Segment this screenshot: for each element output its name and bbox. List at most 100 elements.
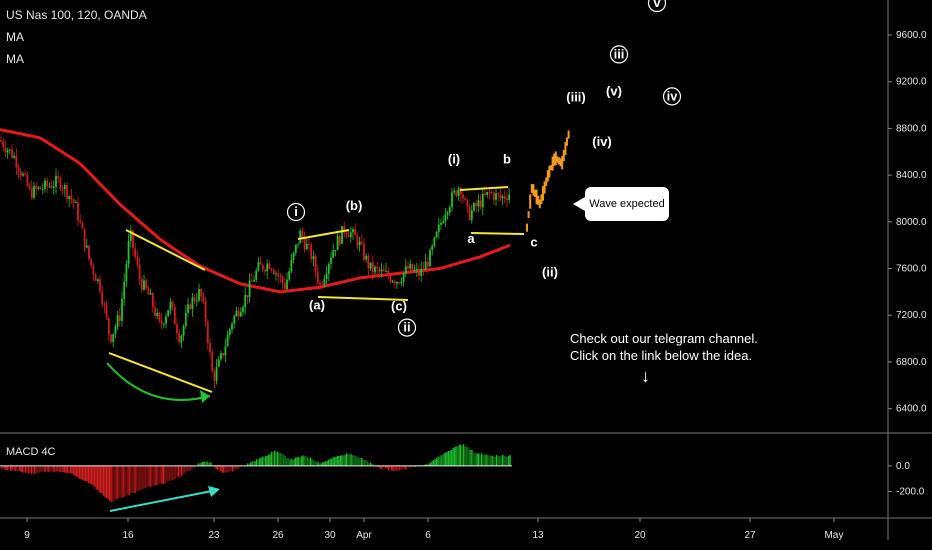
trendline <box>108 352 213 393</box>
candle-body <box>57 175 60 179</box>
candle-body <box>360 241 363 244</box>
candle-body <box>358 241 361 246</box>
candle-body <box>121 298 123 322</box>
macd-bar <box>425 464 427 466</box>
candle-body <box>200 288 203 297</box>
candle-body <box>167 310 170 317</box>
macd-bar <box>262 456 264 466</box>
candle-body <box>261 264 264 270</box>
macd-bar <box>182 465 184 475</box>
candle-body <box>151 293 154 308</box>
candle-body <box>325 273 328 279</box>
macd-bar <box>118 465 120 499</box>
macd-bar <box>74 465 76 476</box>
macd-bar <box>7 465 9 471</box>
macd-bar <box>458 445 460 466</box>
candle-body <box>217 359 220 367</box>
macd-bar <box>317 461 319 466</box>
candle-body <box>41 188 44 190</box>
candle-body <box>481 193 484 208</box>
macd-bar <box>145 465 147 489</box>
candle-body <box>6 150 9 153</box>
macd-title: MACD 4C <box>6 446 56 458</box>
candle-body <box>426 261 429 267</box>
candle-body <box>138 264 141 280</box>
candle-body <box>398 282 401 284</box>
macd-bar <box>428 463 430 466</box>
wave-label: a <box>467 231 475 246</box>
macd-bar <box>164 465 166 484</box>
macd-bar <box>500 456 502 466</box>
macd-bar <box>508 456 510 466</box>
macd-bar <box>353 455 355 466</box>
macd-bar <box>308 458 310 466</box>
macd-bar <box>379 465 381 468</box>
candle-body <box>459 188 462 195</box>
candle-body <box>371 262 374 273</box>
macd-bar <box>49 465 51 472</box>
candle-body <box>376 266 379 269</box>
macd-bar <box>388 465 390 471</box>
macd-bar <box>446 452 448 466</box>
candle-body <box>204 301 207 323</box>
candle-body <box>492 192 495 200</box>
macd-bar <box>194 465 196 468</box>
macd-bar <box>463 444 465 466</box>
macd-bar <box>386 465 388 469</box>
macd-bar <box>338 455 340 466</box>
macd-bar <box>247 463 249 466</box>
macd-bar <box>239 465 241 467</box>
candle-body <box>237 310 240 317</box>
macd-bar <box>397 465 399 471</box>
macd-bar <box>59 465 61 473</box>
macd-bar <box>343 455 345 466</box>
macd-bar <box>47 465 49 473</box>
candle-body <box>466 199 469 208</box>
macd-bar <box>305 456 307 466</box>
y-tick-label: 6800.0 <box>896 357 927 368</box>
macd-bar <box>80 465 82 479</box>
candle-body <box>418 268 420 276</box>
macd-bar <box>439 456 441 466</box>
candle-body <box>81 222 84 229</box>
candle-body <box>37 187 40 189</box>
wave-circle <box>286 202 306 222</box>
x-tick-label: 9 <box>24 530 30 541</box>
macd-bar <box>46 465 48 471</box>
candle-body <box>187 304 189 313</box>
candle-body <box>470 210 473 221</box>
wave-label: ii <box>403 320 410 335</box>
macd-bar <box>154 465 156 486</box>
macd-bar <box>130 465 132 494</box>
macd-bar <box>298 457 300 466</box>
candle-body <box>451 192 453 208</box>
macd-bar <box>383 465 385 469</box>
macd-bar <box>506 456 508 466</box>
macd-bar <box>470 449 472 466</box>
candle-body <box>316 271 319 283</box>
macd-bar <box>332 457 334 466</box>
macd-bar <box>331 458 333 466</box>
candle-body <box>429 250 431 267</box>
macd-bar <box>121 465 123 498</box>
candle-body <box>367 255 370 269</box>
macd-bar <box>476 453 478 466</box>
candle-body <box>33 185 35 198</box>
candle-body <box>147 288 150 295</box>
macd-bar <box>190 465 192 471</box>
candle-body <box>455 190 458 196</box>
macd-bar <box>328 459 330 466</box>
candle-body <box>305 243 308 250</box>
candle-body <box>407 266 409 269</box>
macd-bar <box>91 465 93 485</box>
candle-body <box>63 185 66 190</box>
macd-bar <box>302 455 304 466</box>
macd-bar <box>469 449 471 466</box>
macd-bar <box>101 465 103 494</box>
macd-bar <box>218 465 220 470</box>
candle-body <box>424 261 427 270</box>
macd-bar <box>82 465 84 481</box>
macd-bar <box>253 461 255 466</box>
